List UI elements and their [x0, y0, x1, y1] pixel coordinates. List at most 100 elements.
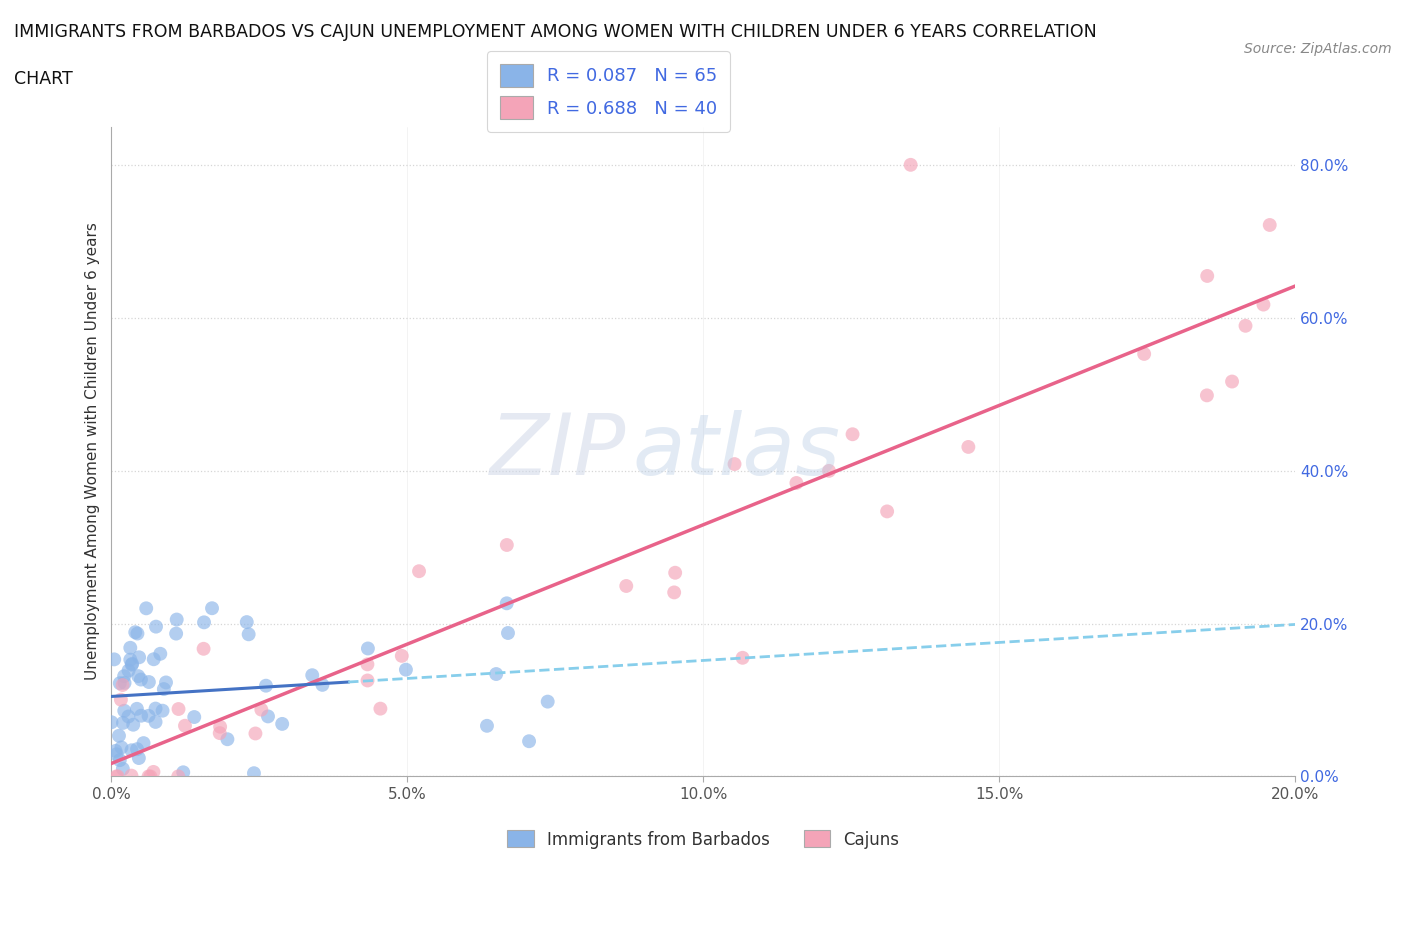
Point: [122, 717, 145, 732]
Point: [408, 564, 430, 578]
Point: [395, 662, 418, 677]
Text: ZIP: ZIP: [491, 410, 627, 493]
Point: [496, 626, 519, 641]
Point: [128, 751, 150, 765]
Point: [201, 601, 224, 616]
Point: [517, 734, 540, 749]
Point: [132, 736, 155, 751]
Point: [257, 709, 280, 724]
Point: [155, 675, 177, 690]
Point: [485, 667, 508, 682]
Point: [128, 650, 150, 665]
Point: [138, 674, 160, 689]
Point: [1234, 318, 1257, 333]
Point: [138, 709, 160, 724]
Point: [104, 743, 127, 758]
Point: [900, 157, 922, 172]
Point: [311, 677, 333, 692]
Point: [238, 627, 260, 642]
Point: [957, 440, 980, 455]
Point: [110, 740, 132, 755]
Text: Source: ZipAtlas.com: Source: ZipAtlas.com: [1244, 42, 1392, 56]
Point: [167, 701, 190, 716]
Point: [1133, 347, 1156, 362]
Point: [357, 641, 380, 656]
Point: [1195, 388, 1218, 403]
Point: [117, 709, 139, 724]
Point: [111, 715, 134, 730]
Point: [841, 427, 863, 442]
Point: [614, 578, 637, 593]
Point: [142, 764, 165, 779]
Point: [243, 765, 266, 780]
Point: [172, 764, 194, 779]
Point: [250, 702, 273, 717]
Point: [145, 701, 167, 716]
Text: CHART: CHART: [14, 70, 73, 87]
Point: [111, 678, 134, 693]
Point: [236, 615, 259, 630]
Point: [391, 648, 413, 663]
Point: [1197, 269, 1219, 284]
Point: [112, 703, 135, 718]
Point: [193, 615, 215, 630]
Point: [127, 626, 149, 641]
Point: [149, 646, 172, 661]
Point: [183, 710, 205, 724]
Point: [1258, 218, 1281, 232]
Point: [108, 728, 131, 743]
Point: [127, 669, 149, 684]
Point: [121, 657, 143, 671]
Point: [108, 752, 131, 767]
Point: [125, 742, 148, 757]
Point: [103, 652, 125, 667]
Point: [117, 663, 139, 678]
Text: atlas: atlas: [633, 410, 841, 493]
Point: [129, 709, 152, 724]
Point: [356, 673, 378, 688]
Point: [145, 619, 167, 634]
Point: [107, 769, 129, 784]
Point: [208, 725, 231, 740]
Point: [356, 657, 378, 671]
Y-axis label: Unemployment Among Women with Children Under 6 years: Unemployment Among Women with Children U…: [86, 222, 100, 681]
Point: [731, 650, 754, 665]
Point: [664, 565, 686, 580]
Point: [110, 692, 132, 707]
Point: [138, 769, 160, 784]
Point: [1220, 374, 1243, 389]
Point: [165, 626, 187, 641]
Point: [152, 703, 174, 718]
Point: [495, 596, 517, 611]
Point: [1253, 298, 1275, 312]
Point: [167, 769, 190, 784]
Point: [166, 612, 188, 627]
Point: [193, 642, 215, 657]
Point: [120, 652, 142, 667]
Point: [245, 726, 267, 741]
Text: IMMIGRANTS FROM BARBADOS VS CAJUN UNEMPLOYMENT AMONG WOMEN WITH CHILDREN UNDER 6: IMMIGRANTS FROM BARBADOS VS CAJUN UNEMPL…: [14, 23, 1097, 41]
Point: [217, 732, 239, 747]
Point: [876, 504, 898, 519]
Point: [105, 747, 128, 762]
Point: [124, 625, 146, 640]
Point: [723, 457, 745, 472]
Point: [142, 652, 165, 667]
Point: [129, 672, 152, 687]
Point: [120, 768, 142, 783]
Point: [135, 601, 157, 616]
Point: [254, 678, 277, 693]
Point: [105, 769, 128, 784]
Point: [174, 718, 197, 733]
Point: [112, 669, 135, 684]
Point: [818, 463, 841, 478]
Point: [301, 668, 323, 683]
Point: [145, 714, 167, 729]
Point: [662, 585, 685, 600]
Point: [121, 658, 143, 672]
Point: [785, 475, 807, 490]
Point: [475, 718, 498, 733]
Point: [370, 701, 392, 716]
Point: [495, 538, 517, 552]
Point: [120, 641, 142, 656]
